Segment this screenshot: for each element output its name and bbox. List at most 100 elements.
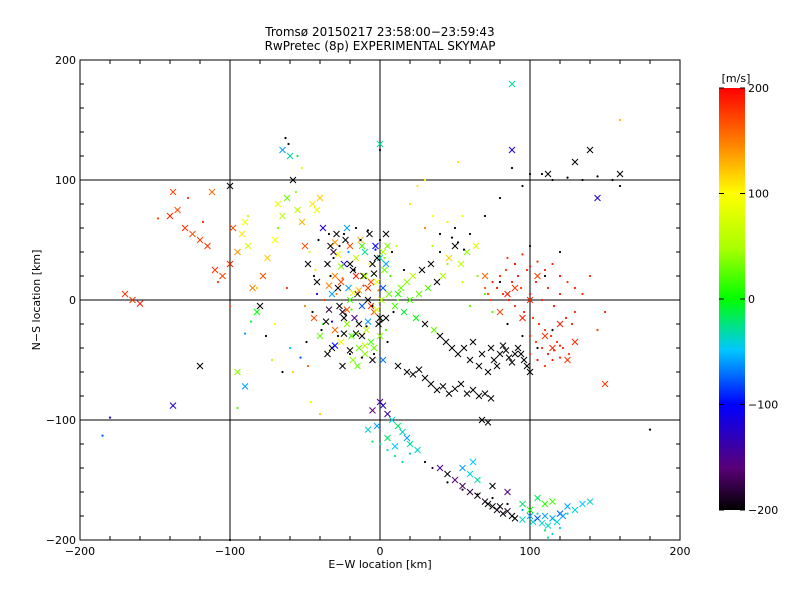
data-point-dot [558, 344, 562, 347]
data-point-dot [276, 226, 280, 230]
data-point-dot [338, 244, 341, 248]
data-point-dot [386, 448, 389, 452]
data-point-x [454, 350, 462, 358]
data-point-dot [401, 460, 404, 464]
data-point-dot [558, 356, 562, 359]
data-point-x [433, 386, 441, 394]
data-point-x [400, 308, 408, 316]
data-point-x [363, 326, 370, 334]
data-point-dot [537, 322, 541, 326]
data-point-dot [581, 292, 584, 296]
data-point-dot [567, 352, 571, 356]
data-point-x [616, 170, 624, 178]
data-point-x [352, 330, 360, 337]
data-point-dot [483, 286, 487, 290]
data-point-dot [648, 428, 652, 431]
data-point-x [601, 380, 609, 388]
data-point-x [369, 407, 376, 414]
data-point-dot [558, 250, 562, 254]
data-point-x [457, 380, 465, 388]
data-point-dot [566, 176, 569, 179]
data-point-x [433, 278, 441, 286]
data-point-dot [534, 340, 538, 344]
data-point-x [493, 362, 501, 370]
data-point-dot [573, 286, 577, 290]
data-point-dot [476, 493, 479, 496]
data-point-dot [438, 250, 442, 254]
data-point-x [367, 338, 375, 346]
data-point-dot [353, 268, 356, 272]
data-point-x [346, 296, 354, 304]
data-point-dot [371, 304, 374, 308]
data-point-dot [483, 214, 487, 218]
data-point-x [360, 272, 367, 280]
data-point-x [469, 458, 477, 466]
data-point-x [472, 242, 480, 250]
data-point-dot [299, 356, 302, 359]
data-point-x [327, 242, 334, 250]
data-point-dot [318, 412, 322, 416]
data-point-x [313, 278, 321, 286]
data-point-dot [551, 358, 554, 362]
data-point-x [211, 266, 219, 274]
data-point-dot [359, 238, 362, 242]
data-point-dot [306, 364, 310, 368]
data-point-x [166, 212, 174, 220]
data-point-x [403, 434, 411, 442]
x-tick-label: −100 [215, 545, 245, 558]
data-point-x [469, 338, 477, 346]
data-point-x [418, 266, 426, 274]
data-point-dot [216, 280, 220, 284]
data-point-x [289, 176, 297, 184]
data-point-x [373, 306, 381, 313]
data-point-dot [461, 488, 464, 491]
data-point-x [394, 290, 402, 298]
data-point-dot [513, 262, 517, 266]
data-point-x [556, 320, 564, 328]
data-point-dot [285, 286, 289, 290]
data-point-x [579, 500, 586, 508]
data-point-x [196, 362, 204, 370]
data-point-dot [341, 277, 344, 280]
data-point-dot [528, 172, 532, 176]
data-point-dot [504, 268, 508, 272]
data-point-x [370, 270, 378, 277]
data-point-dot [618, 184, 622, 188]
data-point-x [324, 350, 331, 358]
data-point-dot [350, 308, 353, 311]
data-point-dot [468, 232, 472, 236]
data-point-x [234, 248, 241, 256]
data-point-dot [491, 310, 494, 314]
data-point-x [406, 440, 414, 448]
data-point-dot [522, 310, 526, 314]
axis-ticks: −200 −100 0 100 200 −200 −100 0 100 200 [46, 54, 691, 558]
data-point-x [346, 347, 354, 354]
data-point-x [121, 290, 129, 298]
data-point-dot [342, 232, 346, 236]
data-point-x [403, 278, 411, 286]
data-point-x [519, 500, 526, 508]
data-point-dot [528, 292, 532, 296]
data-point-x [234, 368, 241, 376]
data-point-x [189, 230, 196, 238]
data-point-x [444, 470, 451, 478]
data-point-x [534, 272, 541, 280]
data-point-dot [423, 226, 427, 230]
data-point-dot [566, 512, 569, 515]
data-point-dot [491, 280, 494, 284]
data-point-dot [551, 328, 554, 332]
data-point-dot [108, 416, 112, 419]
data-point-dot [456, 160, 460, 164]
data-point-x [414, 446, 421, 454]
data-point-dot [273, 322, 277, 326]
data-point-dot [374, 248, 377, 251]
data-point-dot [101, 434, 104, 437]
data-point-x [204, 242, 211, 250]
data-point-x [348, 332, 355, 340]
data-point-dot [516, 274, 520, 278]
data-point-dot [423, 460, 427, 464]
data-point-dot [291, 370, 295, 374]
data-point-dot [543, 529, 547, 532]
data-point-dot [540, 172, 544, 176]
data-point-dot [281, 370, 284, 374]
